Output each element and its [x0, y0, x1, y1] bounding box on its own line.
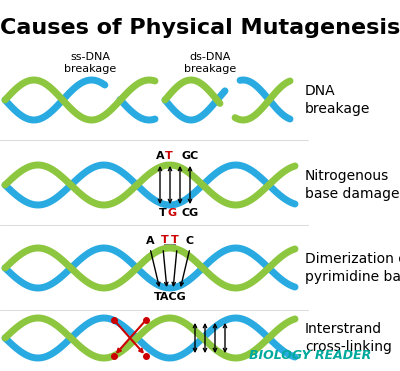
Text: T: T [159, 208, 167, 218]
Text: Dimerization of
pyrimidine base: Dimerization of pyrimidine base [305, 252, 400, 284]
Text: A: A [146, 236, 154, 246]
Text: GC: GC [181, 151, 198, 161]
Text: ss-DNA
breakage: ss-DNA breakage [64, 52, 116, 73]
Text: G: G [168, 208, 176, 218]
Text: TACG: TACG [154, 292, 186, 302]
Text: T: T [171, 235, 179, 245]
Text: A: A [156, 151, 165, 161]
Text: Nitrogenous
base damage: Nitrogenous base damage [305, 169, 400, 201]
Text: T: T [161, 235, 169, 245]
Text: DNA
breakage: DNA breakage [305, 84, 370, 116]
Text: C: C [186, 236, 194, 246]
Text: Interstrand
cross-linking: Interstrand cross-linking [305, 322, 392, 354]
Text: BIOLOGY READER: BIOLOGY READER [249, 349, 371, 362]
Text: Causes of Physical Mutagenesis: Causes of Physical Mutagenesis [0, 18, 400, 38]
Text: ds-DNA
breakage: ds-DNA breakage [184, 52, 236, 73]
Text: T: T [165, 151, 173, 161]
Text: CG: CG [182, 208, 199, 218]
